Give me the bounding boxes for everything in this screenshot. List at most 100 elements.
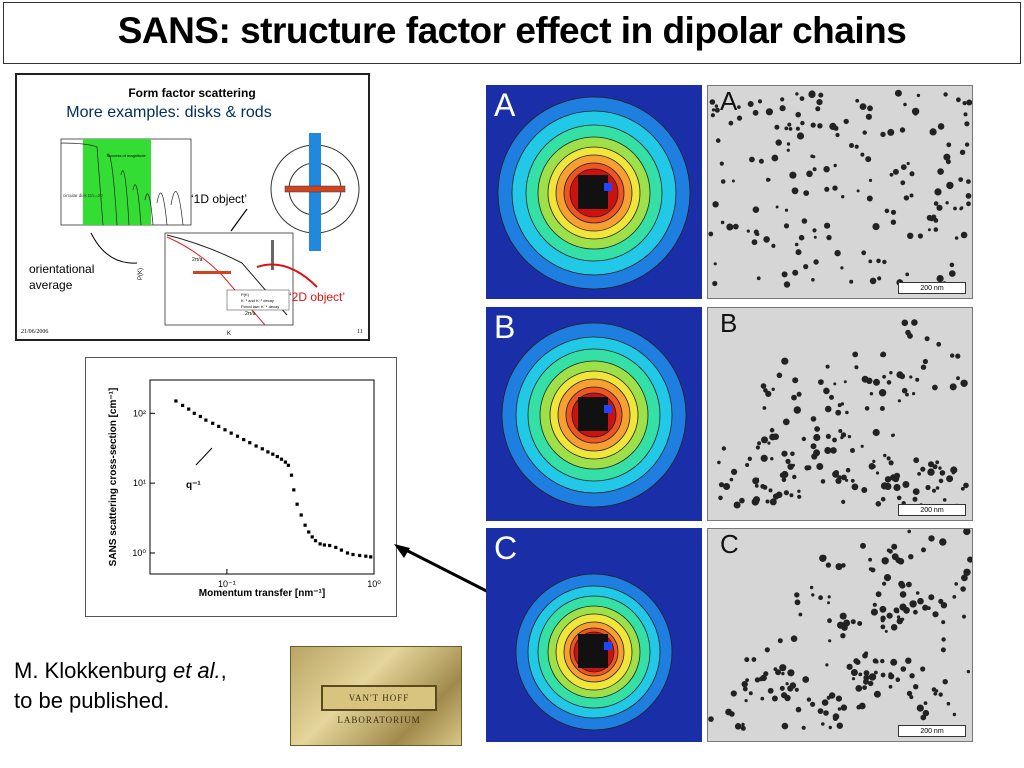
data-point: [292, 488, 296, 492]
data-point: [204, 418, 208, 422]
data-point: [313, 539, 318, 543]
y-ticks: 10⁰ 10¹ 10²: [132, 408, 155, 558]
data-point: [260, 447, 264, 451]
data-point: [369, 555, 373, 559]
data-point: [339, 548, 343, 552]
sans-pattern-a: A: [486, 85, 702, 299]
data-point: [334, 545, 338, 549]
data-point: [283, 460, 287, 464]
thumb-mark-1: 2π/a: [192, 257, 203, 263]
thumb-legend-box: [226, 289, 290, 311]
tem-image-a: A 200 nm: [707, 85, 973, 299]
citation-line2: to be published.: [14, 688, 170, 713]
label-average: average: [29, 278, 73, 292]
thumb-page: 11: [357, 329, 363, 335]
x-tick-label: 10⁰: [367, 579, 381, 589]
data-point: [318, 542, 322, 546]
thumb-mini-disk: [193, 271, 231, 274]
arrow-2d: [256, 263, 318, 288]
data-point: [322, 543, 326, 547]
tem-image-b: B 200 nm: [707, 307, 973, 521]
thumb-1d-curve: [166, 234, 288, 316]
q-annotation: q⁻¹: [186, 480, 201, 491]
title-box: [3, 2, 1021, 64]
data-point: [364, 554, 368, 558]
data-point: [217, 424, 221, 428]
data-point: [345, 551, 350, 555]
data-point: [279, 457, 284, 461]
pattern-letter: C: [494, 530, 518, 566]
data-point: [248, 441, 252, 445]
data-point: [307, 530, 311, 534]
x-axis-label: Momentum transfer [nm⁻¹]: [199, 588, 325, 599]
data-point: [271, 452, 275, 456]
data-point: [223, 428, 227, 432]
q-annotation-line: [195, 447, 213, 466]
sans-pattern-c: C: [486, 528, 702, 742]
data-point: [289, 473, 294, 477]
x-ticks: 10⁻¹ 10⁰: [218, 569, 381, 589]
thumb-right-plot-frame: [164, 232, 294, 326]
slide-title: SANS: structure factor effect in dipolar…: [117, 10, 907, 51]
scale-bar: 200 nm: [898, 282, 966, 294]
data-points: [174, 399, 373, 559]
form-factor-slide-thumbnail: Form factor scattering More examples: di…: [15, 73, 370, 341]
y-tick-label: 10¹: [133, 478, 146, 488]
data-point: [286, 463, 290, 467]
data-point: [235, 434, 240, 438]
thumb-green-region: [83, 139, 151, 225]
thumb-disk-note: circular disk D/L=20: [63, 193, 103, 198]
sans-plot-svg: 10⁰ 10¹ 10² 10⁻¹ 10⁰ q⁻¹ Momentum transfer …: [108, 379, 381, 599]
data-point: [187, 407, 191, 411]
thumb-2d-curve: [166, 236, 266, 326]
label-orientational: orientational: [29, 262, 94, 276]
form-factor-slide-graphic: Form factor scattering More examples: di…: [21, 86, 363, 337]
data-point: [192, 411, 196, 415]
label-1d-object: ‘1D object’: [191, 192, 247, 206]
data-point: [266, 450, 270, 454]
thumb-mark-2: 2π/a: [245, 311, 256, 317]
arrow-1d: [230, 208, 248, 232]
data-point: [229, 431, 233, 435]
y-axis-label: SANS scattering cross-section [cm⁻¹]: [108, 388, 119, 567]
data-point: [181, 403, 185, 407]
data-point: [351, 552, 355, 557]
x-tick-label: 10⁻¹: [218, 579, 236, 589]
data-point: [275, 455, 279, 459]
disk-shape: [284, 185, 346, 193]
sans-plot: 10⁰ 10¹ 10² 10⁻¹ 10⁰ q⁻¹ Momentum transfer …: [85, 357, 397, 617]
arrow-orient: [90, 232, 138, 264]
thumb-subtitle: More examples: disks & rods: [66, 104, 271, 121]
citation-author: M. Klokkenburg: [14, 658, 173, 683]
thumb-xlabel: K: [227, 331, 231, 337]
pattern-letter: A: [494, 87, 516, 123]
label-2d-object: ‘2D object’: [289, 290, 345, 304]
citation-comma: ,: [220, 658, 227, 683]
data-point: [295, 502, 299, 506]
citation: M. Klokkenburg et al., to be published.: [14, 656, 227, 716]
data-point: [242, 438, 246, 442]
data-point: [254, 444, 258, 448]
scale-bar: 200 nm: [898, 725, 966, 737]
thumb-ylabel: P(K): [138, 268, 144, 280]
thumb-region-note: success of magnitude: [107, 153, 146, 158]
data-point: [328, 543, 332, 548]
laboratory-plaque-photo: VAN'T HOFF LABORATORIUM: [290, 646, 462, 746]
data-point: [198, 414, 202, 419]
tem-letter: B: [720, 308, 738, 338]
plaque-sign: VAN'T HOFF LABORATORIUM: [321, 685, 437, 725]
thumb-header: Form factor scattering: [128, 86, 255, 100]
thumb-legend-1: P(K): [241, 292, 250, 297]
sans-pattern-b: B: [486, 307, 702, 521]
tem-letter: C: [720, 529, 739, 559]
data-point: [174, 399, 178, 403]
tem-letter: A: [720, 86, 738, 116]
tem-image-c: C 200 nm: [707, 528, 973, 742]
plot-frame: [149, 379, 375, 575]
data-point: [299, 513, 303, 517]
data-point: [303, 523, 307, 527]
thumb-disk-curve: [60, 142, 184, 226]
y-tick-label: 10⁰: [132, 548, 146, 558]
thumb-legend-2: K⁻¹ and K⁻² decay: [241, 298, 274, 303]
thumb-legend-3: Porod law: K⁻⁴ decay: [241, 304, 279, 309]
